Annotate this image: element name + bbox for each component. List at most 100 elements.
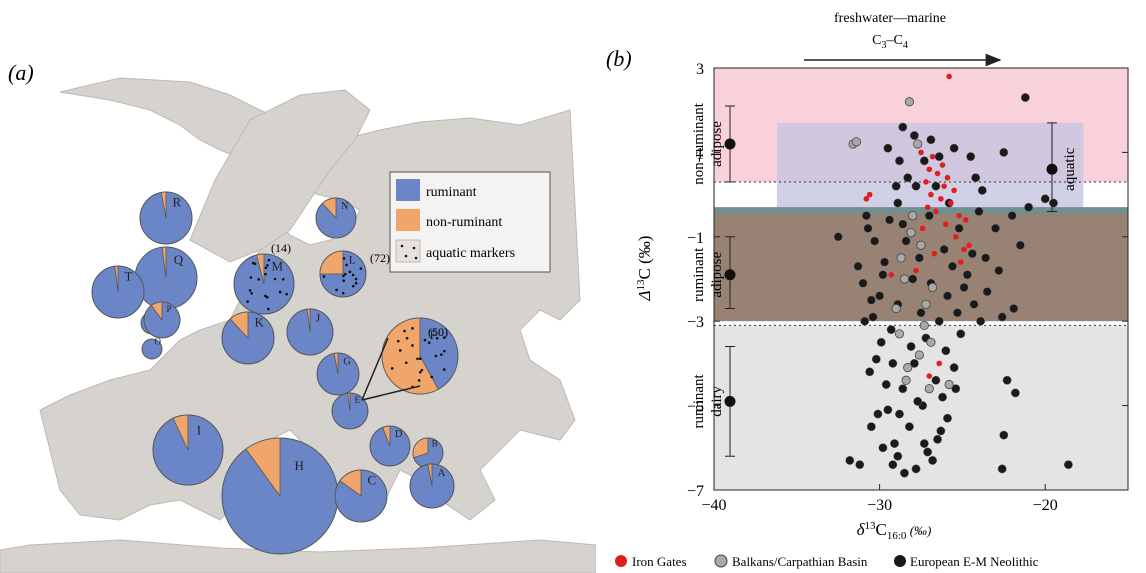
scatter-point xyxy=(891,303,901,314)
scatter-point xyxy=(923,447,933,457)
pie-non-ruminant-slice xyxy=(160,191,167,219)
scatter-point xyxy=(939,162,946,168)
region-label-text: ruminant xyxy=(691,373,707,428)
pie-site-l: L xyxy=(319,250,367,298)
region-label-nra: non-ruminant adipose xyxy=(691,102,736,185)
legend-marker-iron-gates xyxy=(615,555,627,567)
scatter-point xyxy=(888,358,898,368)
scatter-point xyxy=(959,282,969,292)
scatter-point xyxy=(888,271,894,278)
pie-non-ruminant-slice xyxy=(333,352,339,375)
scatter-point xyxy=(845,456,855,465)
pie-site-p: P xyxy=(143,301,181,339)
pie-site-label: G xyxy=(343,357,351,368)
scatter-point xyxy=(904,422,914,432)
pie-non-ruminant-slice xyxy=(306,308,311,333)
aquatic-marker-dot xyxy=(250,291,253,295)
aquatic-marker-dot xyxy=(348,270,352,274)
scatter-point xyxy=(860,316,870,326)
legend-label-non-ruminant: non-ruminant xyxy=(426,215,502,230)
aquatic-marker-dot xyxy=(434,354,438,358)
scatter-point xyxy=(896,253,906,263)
aquatic-marker-dot xyxy=(343,272,347,276)
scatter-point xyxy=(1015,240,1025,250)
scatter-point xyxy=(924,204,931,211)
scatter-point xyxy=(908,211,918,221)
pie-site-label: L xyxy=(349,255,356,267)
scatter-point xyxy=(863,196,870,202)
pie-non-ruminant-slice xyxy=(172,414,189,451)
aquatic-marker-dot xyxy=(435,336,439,340)
scatter-point xyxy=(883,405,893,415)
scatter-point xyxy=(904,97,915,107)
aquatic-marker-dot xyxy=(264,294,267,298)
aquatic-marker-dot xyxy=(427,341,431,344)
region-label-rd: ruminant dairy xyxy=(691,346,736,457)
annotation-l: (72) xyxy=(370,251,390,265)
pie-site-c: C xyxy=(334,469,388,523)
region-label-text: aquatic xyxy=(1062,147,1078,191)
scatter-point xyxy=(962,217,969,223)
scatter-point xyxy=(934,170,941,177)
scatter-point xyxy=(928,191,934,198)
aquatic-marker-dot xyxy=(281,277,285,281)
y-tick-label: −5 xyxy=(687,399,704,416)
scatter-point xyxy=(928,456,938,465)
pie-site-label: O xyxy=(155,337,162,347)
scatter-point xyxy=(938,196,944,202)
legend-dot xyxy=(414,256,418,260)
y-tick-label: −1 xyxy=(687,230,704,247)
scatter-point xyxy=(1024,202,1034,212)
scatter-point xyxy=(911,464,921,474)
scatter-point xyxy=(951,384,961,394)
scatter-point xyxy=(931,375,941,385)
aquatic-marker-dot xyxy=(264,266,268,270)
scatter-point xyxy=(977,185,987,195)
scatter-point xyxy=(1020,93,1030,102)
scatter-point xyxy=(898,219,908,229)
scatter-point xyxy=(909,358,919,368)
pie-site-t: T xyxy=(91,265,145,319)
aquatic-marker-dot xyxy=(354,277,358,281)
pie-site-label: E xyxy=(355,395,361,405)
pie-site-q: Q xyxy=(134,246,198,310)
scatter-point xyxy=(948,261,957,271)
scatter-point xyxy=(871,354,881,364)
scatter-point xyxy=(957,259,964,265)
scatter-point xyxy=(861,211,871,221)
scatter-point xyxy=(941,346,951,356)
pie-site-i: I xyxy=(152,414,224,486)
region-label-aq: aquatic xyxy=(1046,122,1078,212)
region-label-text: non-ruminant xyxy=(691,102,707,184)
legend-swatch-ruminant xyxy=(396,179,420,201)
scatter-point xyxy=(967,249,977,259)
mean-marker xyxy=(724,138,736,150)
aquatic-marker-dot xyxy=(342,274,345,278)
scatter-point xyxy=(880,257,890,267)
region-label-text: dairy xyxy=(709,385,725,416)
x-tick-label: −20 xyxy=(1033,497,1058,514)
scatter-point xyxy=(939,245,949,254)
scatter-point xyxy=(890,439,899,449)
pie-non-ruminant-slice xyxy=(321,197,337,220)
scatter-point xyxy=(916,308,926,318)
scatter-point xyxy=(876,337,886,347)
scatter-point xyxy=(870,236,880,246)
scatter-point xyxy=(934,316,944,326)
x-axis-label: δ13C16:0 (‰) xyxy=(857,520,932,542)
series-1 xyxy=(848,97,954,394)
aquatic-marker-dot xyxy=(354,281,358,285)
scatter-point xyxy=(894,329,905,339)
scatter-point xyxy=(943,413,952,423)
scatter-point xyxy=(893,451,903,461)
band-2 xyxy=(714,207,1128,322)
scatter-point xyxy=(949,363,959,373)
scatter-point xyxy=(898,122,908,132)
scatter-point xyxy=(853,261,863,271)
scatter-point xyxy=(976,316,986,326)
zoom-line-upper xyxy=(361,337,389,401)
scatter-point xyxy=(924,384,934,394)
aquatic-marker-dot xyxy=(403,329,406,333)
scatter-point xyxy=(929,153,936,160)
